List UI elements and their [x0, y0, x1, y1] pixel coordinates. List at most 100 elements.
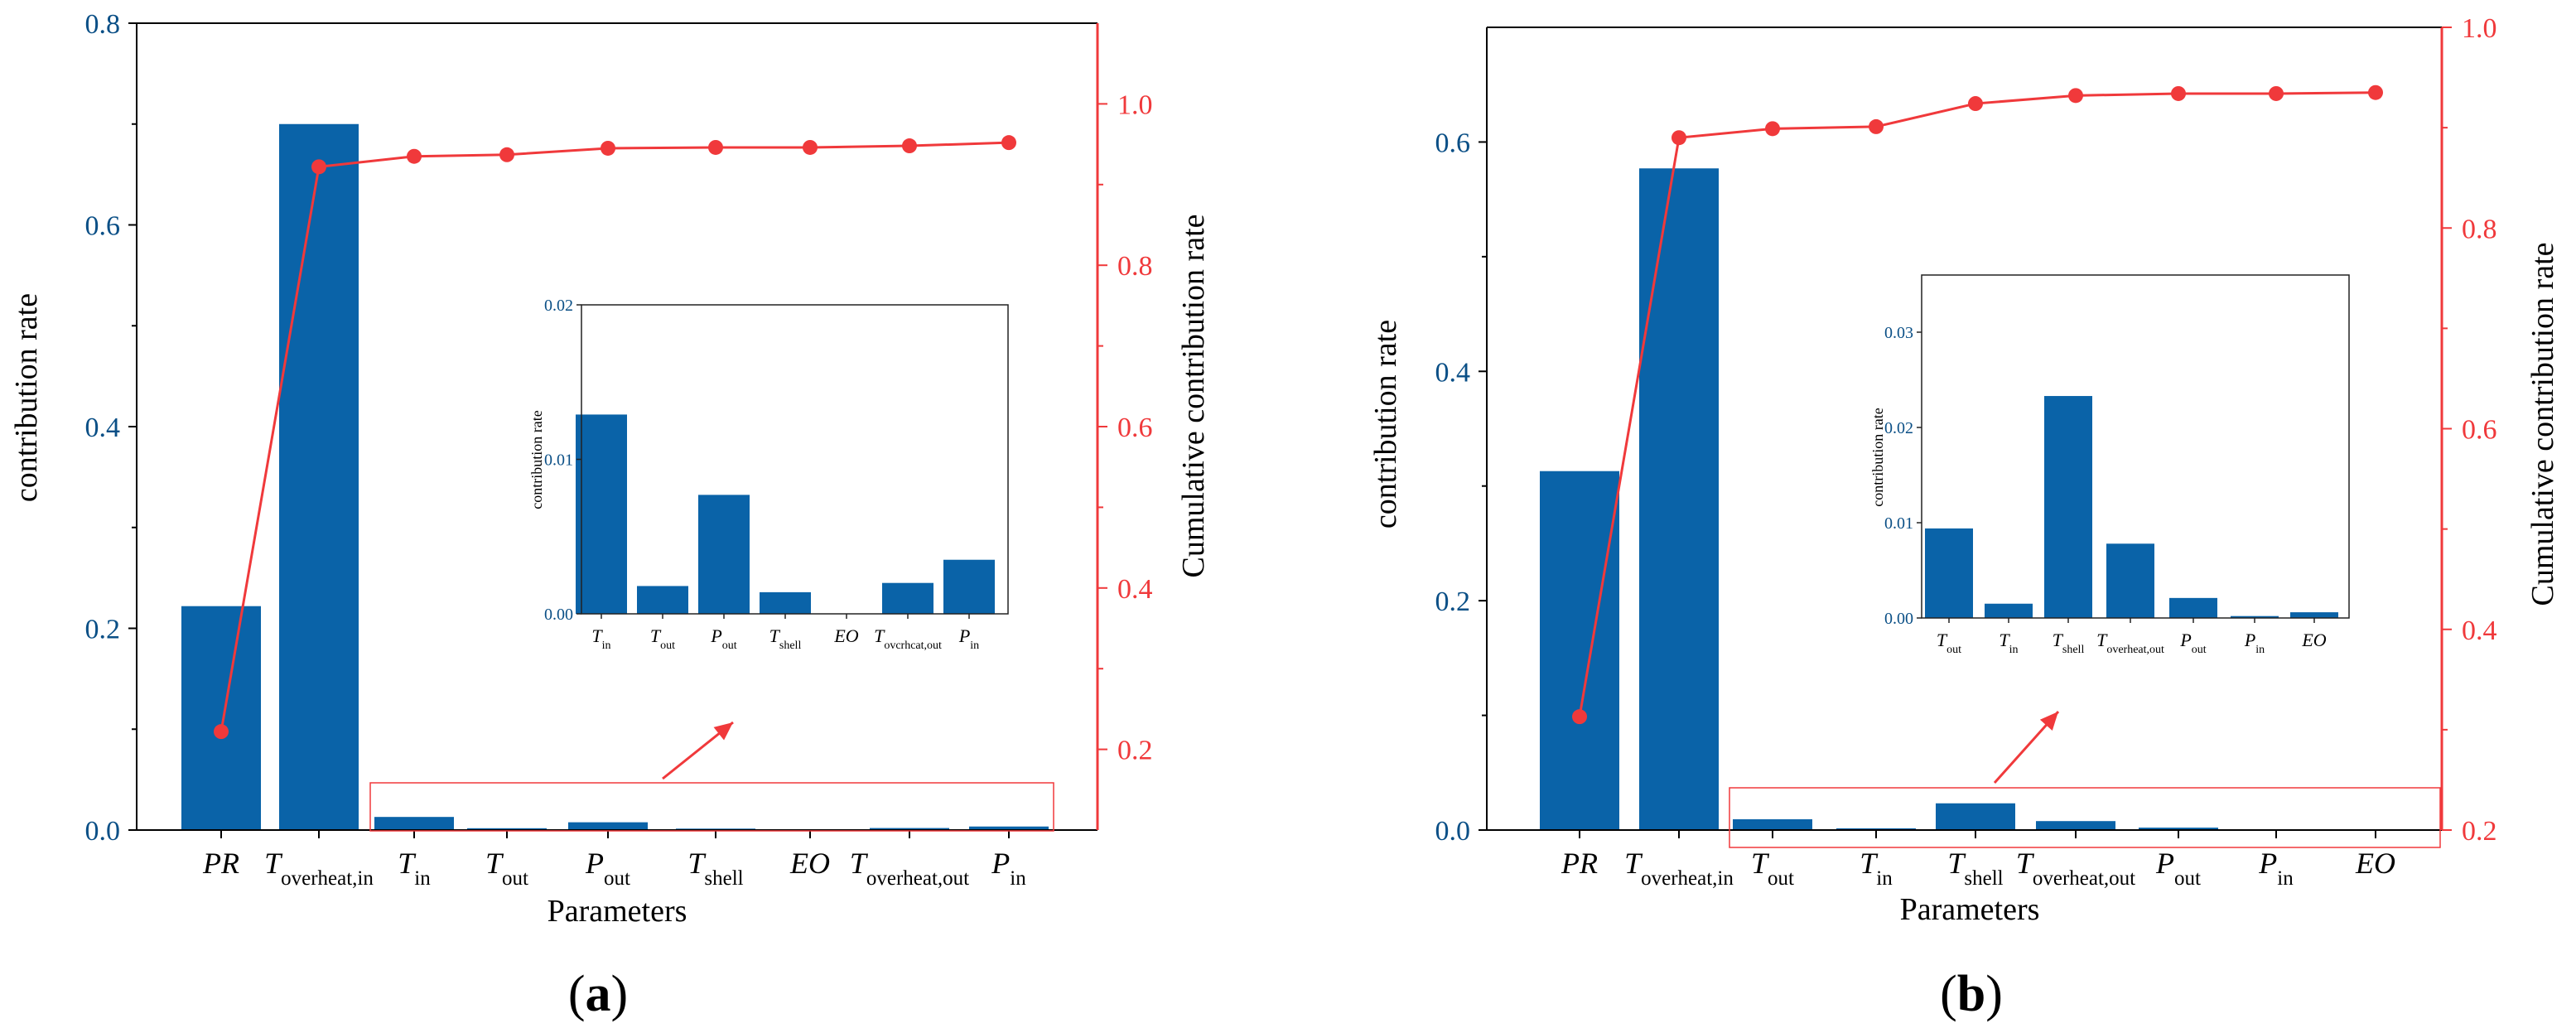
bar — [1936, 803, 2015, 830]
inset-x-tick-label-main: T — [591, 625, 603, 646]
inset-bar — [1925, 528, 1973, 618]
inset-y-tick-label: 0.01 — [1884, 514, 1913, 533]
x-tick-label-main: PR — [1561, 847, 1598, 880]
x-tick-label-sub: shell — [704, 867, 743, 890]
inset-x-tick-label-main: T — [1999, 630, 2010, 650]
inset-x-tick-label-sub: out — [1946, 644, 1961, 656]
x-tick-label-main: P — [585, 847, 604, 880]
bar — [374, 817, 454, 830]
x-tick-label-main: T — [1947, 847, 1966, 880]
panel-label-letter: a — [586, 966, 611, 1022]
x-tick-label: Pin — [2258, 847, 2294, 890]
y-tick-label: 0.0 — [85, 816, 121, 847]
panel-label-close: ) — [611, 966, 629, 1022]
x-tick-label: Tin — [1860, 847, 1893, 890]
inset-x-tick-label-main: P — [2179, 630, 2191, 650]
x-tick-label-main: EO — [789, 847, 830, 880]
highlight-box — [1729, 787, 2441, 848]
inset-x-tick-label: Tshell — [2053, 630, 2085, 656]
inset-y-tick-label: 0.00 — [1884, 610, 1913, 628]
inset-y-tick-label: 0.00 — [544, 606, 573, 624]
inset-x-tick-label-main: T — [769, 625, 781, 646]
y2-tick-label: 0.6 — [1117, 413, 1153, 443]
bar — [2036, 821, 2115, 830]
inset-x-tick-label-main: T — [2053, 630, 2064, 650]
inset-y-tick-label: 0.02 — [544, 297, 573, 315]
y2-tick-label: 0.8 — [2462, 214, 2497, 244]
x-tick-label-sub: shell — [1964, 867, 2003, 890]
panel-label-open: ( — [1940, 966, 1957, 1022]
x-tick-label: Toverheat,in — [1624, 847, 1734, 890]
y2-axis-title: Cumulative contribution rate — [1176, 214, 1211, 577]
x-tick-label-main: EO — [2355, 847, 2395, 880]
x-tick-label-main: T — [264, 847, 283, 880]
cumulative-point — [2368, 84, 2383, 100]
x-tick-label-main: T — [1860, 847, 1879, 880]
pointer-arrow-head — [713, 722, 733, 741]
x-tick-label-sub: in — [1010, 867, 1026, 890]
inset-bar — [2231, 615, 2279, 618]
panel-label-close: ) — [1985, 966, 2003, 1022]
x-tick-label: EO — [2355, 847, 2395, 880]
x-tick-label-sub: overheat,out — [2033, 867, 2135, 890]
bar — [969, 826, 1049, 830]
inset-x-tick-label-main: P — [2244, 630, 2255, 650]
inset-x-tick-label: Pout — [2179, 630, 2206, 656]
y2-axis-title: Cumulative contribution rate — [2525, 242, 2560, 606]
x-tick-label: Pout — [585, 847, 630, 890]
x-tick-label-main: T — [2016, 847, 2035, 880]
x-tick-label-sub: out — [1768, 867, 1794, 890]
y2-tick-label: 0.4 — [1117, 574, 1153, 605]
panel-label: (b) — [1940, 966, 2003, 1022]
x-tick-label-sub: overheat,in — [281, 867, 374, 890]
cumulative-point — [2171, 85, 2186, 101]
inset-bar — [2044, 396, 2092, 618]
cumulative-point — [1001, 135, 1016, 151]
inset-x-tick-label: Pin — [958, 625, 979, 652]
inset-x-tick-label-main: P — [710, 625, 721, 646]
cumulative-point — [1672, 130, 1686, 146]
y-tick-label: 0.8 — [85, 9, 121, 40]
inset-bar — [1985, 603, 2033, 618]
y-tick-label: 0.6 — [1435, 128, 1471, 158]
x-tick-label-sub: overheat,in — [1641, 867, 1734, 890]
y-axis-title: contribution rate — [9, 293, 44, 502]
x-tick-label-main: T — [1751, 847, 1770, 880]
y2-tick-label: 0.2 — [1117, 736, 1153, 766]
cumulative-point — [407, 148, 422, 164]
x-tick-label: Toverheat,out — [850, 847, 969, 890]
x-tick-label-sub: out — [502, 867, 528, 890]
inset-bar — [882, 582, 933, 614]
inset-x-tick-label: EO — [833, 625, 858, 646]
y-tick-label: 0.4 — [1435, 357, 1471, 388]
x-tick-label-sub: in — [1876, 867, 1893, 890]
inset-bar — [576, 414, 627, 614]
x-axis-title: Parameters — [548, 894, 687, 929]
inset-bar — [698, 495, 750, 614]
inset-bar — [2169, 597, 2217, 618]
cumulative-point — [2068, 88, 2083, 104]
cumulative-point — [902, 138, 917, 154]
inset-x-tick-label-main: T — [874, 625, 885, 646]
x-tick-label-main: T — [485, 847, 504, 880]
inset-y-axis-title: contribution rate — [1869, 408, 1886, 506]
cumulative-point — [214, 724, 229, 740]
highlight-box — [369, 782, 1054, 832]
inset-x-tick-label-sub: overheat,out — [2106, 644, 2164, 656]
x-tick-label: Tout — [485, 847, 528, 890]
panel-label: (a) — [568, 966, 628, 1022]
inset-x-tick-label: Tshell — [769, 625, 802, 652]
inset-x-tick-label-sub: shell — [779, 640, 802, 652]
bar — [1639, 168, 1719, 830]
x-tick-label-main: T — [1624, 847, 1643, 880]
chart-panel-a: 0.0 0.2 0.4 0.6 0.8 0.2 0.4 0.6 0.8 1.0 PR Toverhea… — [9, 9, 1211, 1022]
x-tick-label-main: P — [2155, 847, 2174, 880]
inset-x-tick-label: Tout — [1937, 630, 1961, 656]
x-tick-label-sub: in — [2277, 867, 2294, 890]
y2-tick-label: 0.4 — [2462, 615, 2497, 646]
panel-label-letter: b — [1957, 966, 1985, 1022]
panel-label-open: ( — [568, 966, 586, 1022]
inset-x-tick-label-sub: out — [722, 640, 737, 652]
cumulative-point — [708, 139, 723, 155]
